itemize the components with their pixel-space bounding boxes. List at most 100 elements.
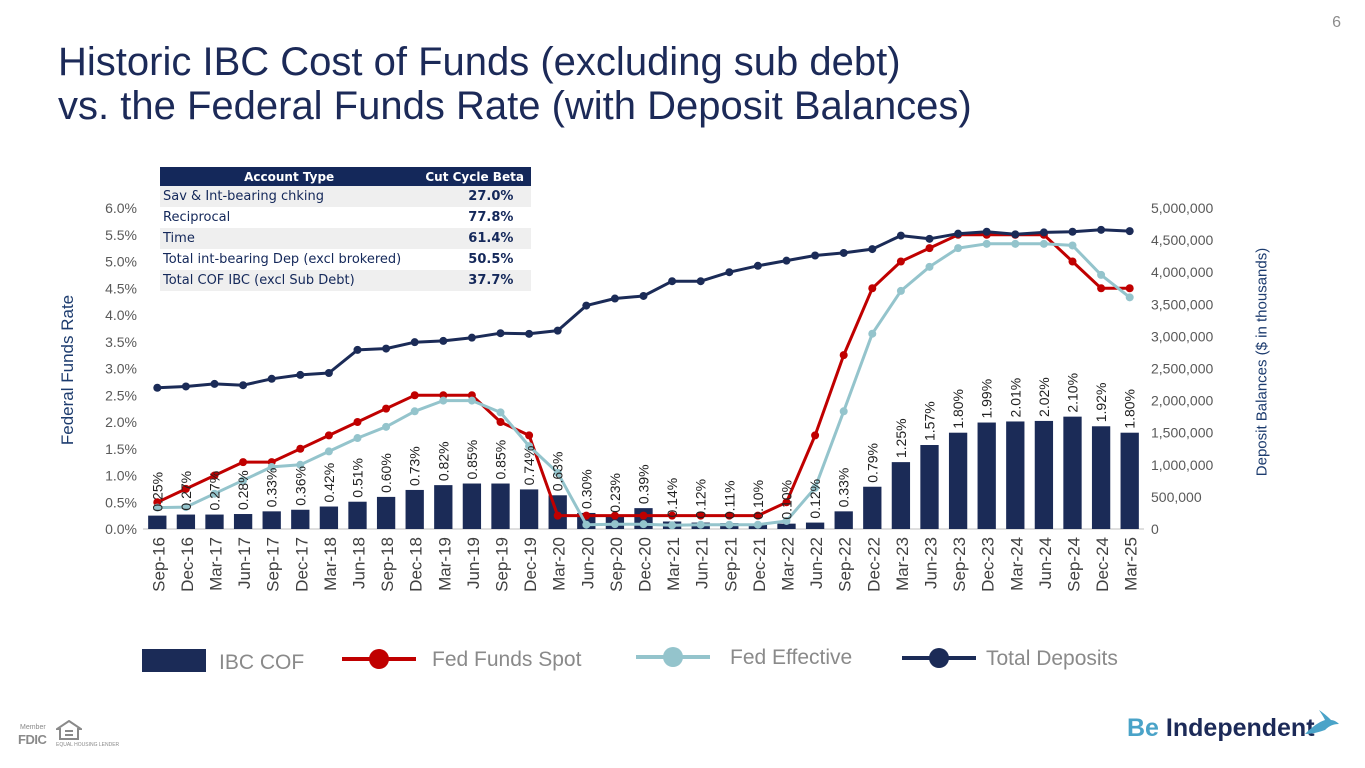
bar-data-label: 0.30% — [578, 469, 594, 509]
fed-funds-spot-point — [239, 458, 248, 467]
fed-effective-point — [1011, 239, 1020, 248]
total-deposits-point — [982, 227, 991, 236]
beta-table-row: Time 61.4% — [160, 228, 531, 249]
left-axis-tick: 2.0% — [105, 414, 137, 430]
fed-funds-spot-point — [1125, 284, 1134, 293]
left-axis-tick: 4.0% — [105, 307, 137, 323]
fed-effective-point — [1097, 270, 1106, 279]
left-axis-tick: 0.0% — [105, 521, 137, 537]
fed-effective-point — [610, 520, 619, 529]
fed-effective-point — [496, 408, 505, 417]
beta-table-row: Total COF IBC (excl Sub Debt) 37.7% — [160, 270, 531, 291]
x-axis-tick: Jun-18 — [350, 537, 369, 589]
fed-funds-spot-point — [324, 431, 333, 440]
left-axis-tick: 3.5% — [105, 334, 137, 350]
beta-value: 50.5% — [418, 249, 531, 270]
bar-data-label: 2.02% — [1036, 377, 1052, 417]
ibc-cof-bar — [319, 506, 339, 529]
legend-item-ibc-cof: IBC COF — [142, 644, 362, 674]
total-deposits-point — [725, 268, 734, 277]
right-axis-tick: 2,000,000 — [1151, 393, 1213, 409]
bar-data-label: 1.80% — [950, 389, 966, 429]
x-axis-tick: Mar-18 — [321, 537, 340, 591]
bar-data-label: 0.60% — [378, 453, 394, 493]
total-deposits-point — [1039, 228, 1048, 237]
fed-effective-point — [668, 521, 677, 530]
left-axis-tick: 0.5% — [105, 494, 137, 510]
ibc-cof-bar — [434, 485, 453, 529]
fed-effective-point — [782, 516, 791, 525]
x-axis-tick: Mar-20 — [550, 537, 569, 591]
bar-data-label: 0.33% — [836, 468, 852, 508]
x-axis-tick: Jun-24 — [1036, 537, 1055, 589]
bar-data-label: 1.25% — [893, 418, 909, 458]
bar-data-label: 0.27% — [178, 471, 194, 511]
fed-funds-spot-point — [868, 284, 877, 293]
fed-effective-point — [753, 520, 762, 529]
bar-data-label: 0.51% — [350, 458, 366, 498]
total-deposits-point — [267, 374, 276, 383]
fed-funds-spot-point — [496, 418, 505, 426]
left-axis-tick: 1.0% — [105, 468, 137, 484]
x-axis-tick: Sep-16 — [149, 537, 168, 592]
fed-funds-spot-point — [896, 257, 905, 266]
fed-effective-point — [582, 520, 591, 529]
bar-data-label: 0.14% — [664, 478, 680, 518]
ibc-cof-bar — [491, 483, 510, 529]
equal-housing-text: EQUAL HOUSING LENDER — [56, 742, 120, 748]
bar-data-label: 1.57% — [922, 401, 938, 441]
beta-header-cut-cycle-beta: Cut Cycle Beta — [418, 167, 531, 186]
total-deposits-point — [382, 344, 391, 353]
x-axis-tick: Sep-21 — [721, 537, 740, 592]
bar-data-label: 0.85% — [464, 440, 480, 480]
legend-item-total-deposits: Total Deposits — [900, 644, 1152, 674]
legend-label: Total Deposits — [986, 647, 1118, 670]
bar-data-label: 0.28% — [235, 470, 251, 510]
total-deposits-point — [296, 370, 305, 379]
fed-effective-point — [382, 422, 391, 431]
right-axis-ticks: 0 500,000 1,000,000 1,500,000 2,000,000 2,500… — [1151, 200, 1213, 537]
fed-effective-point — [982, 239, 991, 248]
right-axis-tick: 500,000 — [1151, 489, 1202, 505]
ibc-cof-bar — [1006, 421, 1025, 529]
beta-header-account-type: Account Type — [160, 167, 419, 186]
ibc-cof-bar — [977, 422, 996, 529]
fed-effective-point — [868, 329, 877, 338]
fed-funds-spot-point — [1097, 284, 1106, 293]
bar-data-label: 0.73% — [407, 446, 423, 486]
fed-funds-spot-point — [525, 431, 534, 440]
x-axis-tick: Mar-24 — [1007, 537, 1026, 591]
beta-table-row: Reciprocal 77.8% — [160, 207, 531, 228]
x-axis-tick: Sep-19 — [493, 537, 512, 592]
left-axis-tick: 5.0% — [105, 254, 137, 270]
ibc-cof-bar — [291, 509, 310, 529]
cut-cycle-beta-table: Account Type Cut Cycle Beta Sav & Int-be… — [160, 167, 531, 291]
right-axis-title: Deposit Balances ($ in thousands) — [1253, 247, 1271, 477]
x-axis-tick: Jun-22 — [807, 537, 826, 589]
title-line-1: Historic IBC Cost of Funds (excluding su… — [58, 40, 901, 84]
fed-funds-spot-point — [696, 511, 705, 520]
total-deposits-point — [467, 333, 476, 342]
ibc-cof-bar — [1034, 420, 1054, 529]
left-axis-tick: 1.5% — [105, 441, 137, 457]
legend-bar-swatch — [142, 649, 206, 672]
total-deposits-point — [210, 379, 219, 388]
fed-effective-point — [267, 462, 276, 471]
ibc-cof-bar — [262, 511, 281, 529]
x-axis-ticks: Sep-16 Dec-16 Mar-17 Jun-17 Sep-17 Dec-17 Mar-… — [149, 537, 1140, 592]
right-axis-tick: 1,500,000 — [1151, 425, 1213, 441]
fed-effective-point — [811, 483, 820, 492]
fed-effective-point — [954, 244, 963, 253]
fed-funds-spot-point — [811, 431, 820, 440]
fed-effective-point — [467, 396, 476, 405]
ibc-cof-bar — [405, 489, 424, 529]
ibc-cof-bar — [777, 523, 796, 529]
fed-effective-point — [696, 520, 705, 529]
fed-effective-point — [839, 407, 848, 416]
ibc-cof-bar — [920, 445, 939, 529]
brand-logo: Be Independent — [1127, 714, 1315, 743]
total-deposits-point — [153, 383, 162, 392]
x-axis-tick: Jun-20 — [578, 537, 597, 589]
bar-data-label: 1.80% — [1122, 389, 1138, 429]
total-deposits-point — [610, 294, 619, 303]
